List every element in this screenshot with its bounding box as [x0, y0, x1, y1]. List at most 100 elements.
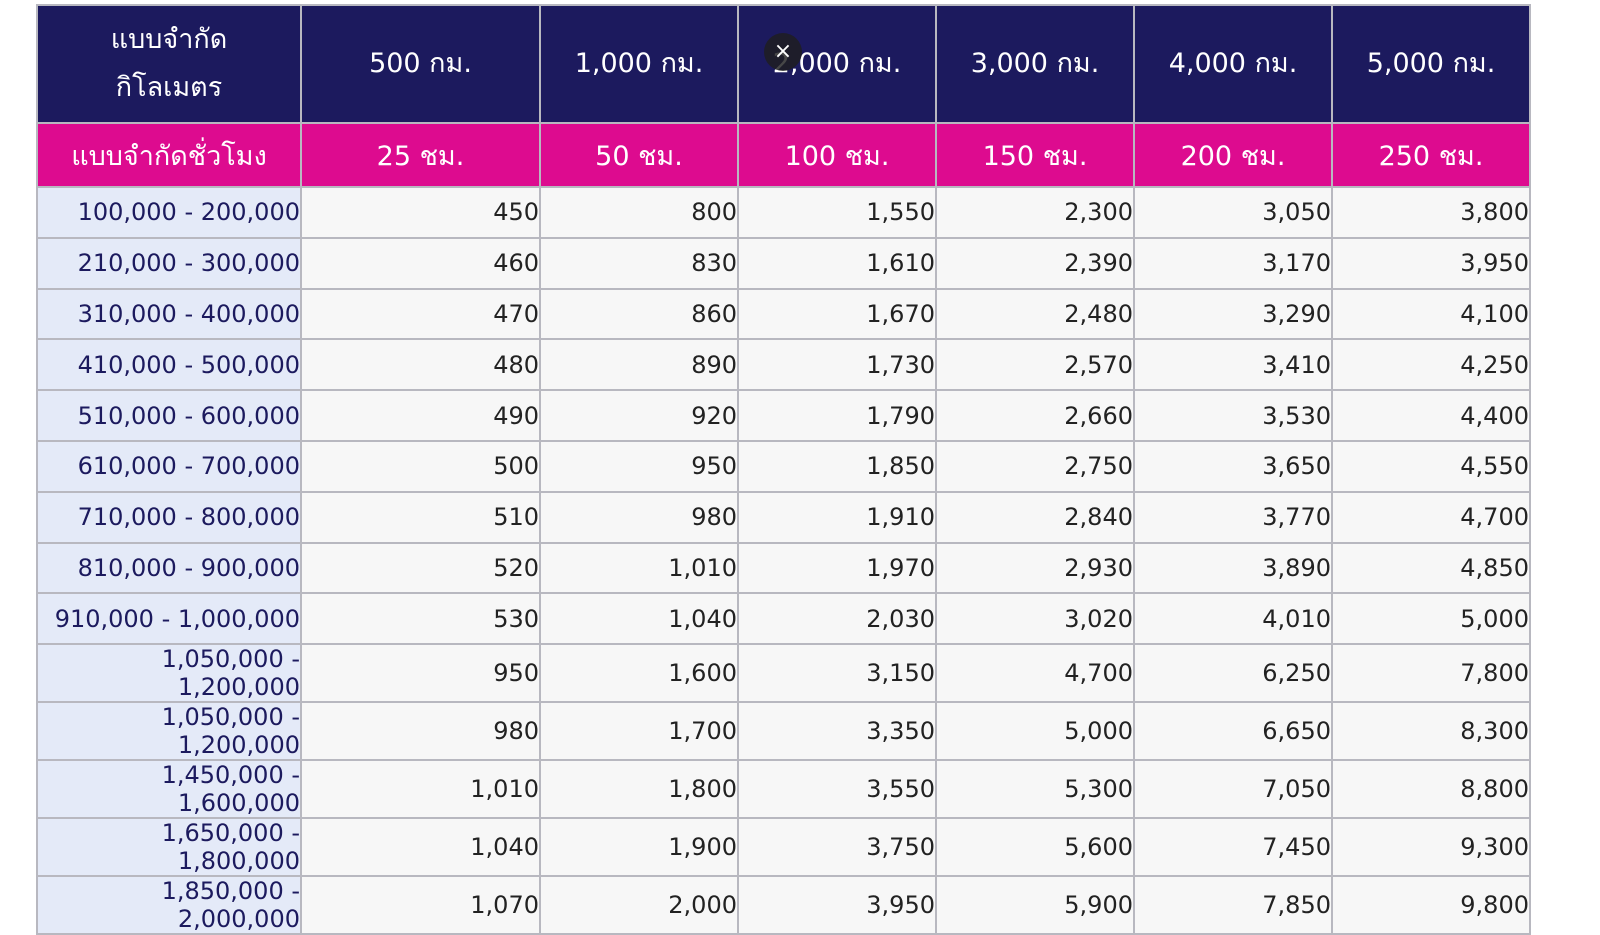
premium-cell: 3,550	[737, 759, 937, 820]
premium-cell: 6,650	[1133, 701, 1333, 762]
table-row: 710,000 - 800,000 510 980 1,910 2,840 3,770 4,…	[36, 490, 1531, 544]
premium-cell: 950	[539, 439, 739, 493]
premium-cell: 1,010	[300, 759, 541, 820]
price-range-cell: 310,000 - 400,000	[36, 287, 302, 341]
premium-cell: 1,010	[539, 541, 739, 595]
price-range-cell: 210,000 - 300,000	[36, 236, 302, 290]
premium-cell: 2,840	[935, 490, 1135, 544]
premium-cell: 4,010	[1133, 592, 1333, 646]
premium-cell: 920	[539, 389, 739, 442]
premium-cell: 7,850	[1133, 875, 1333, 935]
premium-cell: 4,400	[1331, 389, 1531, 442]
premium-cell: 1,790	[737, 389, 937, 442]
hour-header: 100 ชม.	[737, 122, 937, 188]
premium-cell: 2,660	[935, 389, 1135, 442]
price-table: แบบจำกัด กิโลเมตร 500 กม. 1,000 กม. 2,00…	[36, 4, 1531, 935]
premium-cell: 4,700	[1331, 490, 1531, 544]
premium-cell: 6,250	[1133, 643, 1333, 704]
price-table-body: 100,000 - 200,000 450 800 1,550 2,300 3,050 3,…	[36, 186, 1531, 935]
table-row: 1,050,000 - 1,200,000 980 1,700 3,350 5,000 6…	[36, 701, 1531, 762]
price-range-cell: 1,050,000 - 1,200,000	[36, 701, 302, 762]
price-range-cell: 1,050,000 - 1,200,000	[36, 643, 302, 704]
price-range-cell: 1,450,000 - 1,600,000	[36, 759, 302, 820]
premium-cell: 7,800	[1331, 643, 1531, 704]
premium-cell: 890	[539, 338, 739, 392]
premium-cell: 1,610	[737, 236, 937, 290]
premium-cell: 1,900	[539, 817, 739, 878]
premium-cell: 2,030	[737, 592, 937, 646]
premium-cell: 450	[300, 186, 541, 239]
table-row: 1,450,000 - 1,600,000 1,010 1,800 3,550 5,30…	[36, 759, 1531, 820]
premium-cell: 5,900	[935, 875, 1135, 935]
premium-cell: 1,040	[300, 817, 541, 878]
premium-cell: 460	[300, 236, 541, 290]
premium-cell: 5,600	[935, 817, 1135, 878]
corner-km-label: แบบจำกัด กิโลเมตร	[36, 4, 302, 124]
premium-cell: 520	[300, 541, 541, 595]
premium-cell: 1,040	[539, 592, 739, 646]
premium-cell: 1,800	[539, 759, 739, 820]
table-row: 810,000 - 900,000 520 1,010 1,970 2,930 3,890…	[36, 541, 1531, 595]
premium-cell: 3,290	[1133, 287, 1333, 341]
premium-cell: 2,390	[935, 236, 1135, 290]
premium-cell: 5,000	[1331, 592, 1531, 646]
premium-cell: 980	[300, 701, 541, 762]
premium-cell: 1,970	[737, 541, 937, 595]
premium-cell: 3,650	[1133, 439, 1333, 493]
close-button[interactable]: ×	[764, 33, 802, 71]
premium-cell: 1,910	[737, 490, 937, 544]
premium-cell: 3,750	[737, 817, 937, 878]
table-row: 100,000 - 200,000 450 800 1,550 2,300 3,050 3,…	[36, 186, 1531, 239]
premium-cell: 1,550	[737, 186, 937, 239]
premium-cell: 480	[300, 338, 541, 392]
premium-cell: 3,890	[1133, 541, 1333, 595]
table-row: 610,000 - 700,000 500 950 1,850 2,750 3,650 4,…	[36, 439, 1531, 493]
table-row: 1,650,000 - 1,800,000 1,040 1,900 3,750 5,60…	[36, 817, 1531, 878]
premium-cell: 830	[539, 236, 739, 290]
premium-cell: 3,530	[1133, 389, 1333, 442]
hour-header: 25 ชม.	[300, 122, 541, 188]
corner-hours-label: แบบจำกัดชั่วโมง	[36, 122, 302, 188]
premium-cell: 3,350	[737, 701, 937, 762]
premium-cell: 2,000	[539, 875, 739, 935]
premium-cell: 490	[300, 389, 541, 442]
premium-cell: 3,150	[737, 643, 937, 704]
price-range-cell: 610,000 - 700,000	[36, 439, 302, 493]
premium-cell: 1,850	[737, 439, 937, 493]
premium-cell: 3,800	[1331, 186, 1531, 239]
premium-cell: 5,300	[935, 759, 1135, 820]
table-row: 510,000 - 600,000 490 920 1,790 2,660 3,530 4,…	[36, 389, 1531, 442]
km-header: 3,000 กม.	[935, 4, 1135, 124]
premium-cell: 8,300	[1331, 701, 1531, 762]
premium-cell: 1,700	[539, 701, 739, 762]
price-range-cell: 910,000 - 1,000,000	[36, 592, 302, 646]
table-row: 910,000 - 1,000,000 530 1,040 2,030 3,020 4,0…	[36, 592, 1531, 646]
price-range-cell: 710,000 - 800,000	[36, 490, 302, 544]
km-header: 4,000 กม.	[1133, 4, 1333, 124]
corner-km-line-2: กิโลเมตร	[115, 72, 223, 103]
premium-cell: 1,600	[539, 643, 739, 704]
table-row: 1,850,000 - 2,000,000 1,070 2,000 3,950 5,90…	[36, 875, 1531, 935]
km-header: 5,000 กม.	[1331, 4, 1531, 124]
premium-cell: 3,950	[1331, 236, 1531, 290]
price-range-cell: 1,650,000 - 1,800,000	[36, 817, 302, 878]
premium-cell: 860	[539, 287, 739, 341]
table-row: 1,050,000 - 1,200,000 950 1,600 3,150 4,700 6…	[36, 643, 1531, 704]
premium-cell: 470	[300, 287, 541, 341]
price-range-cell: 810,000 - 900,000	[36, 541, 302, 595]
premium-cell: 7,450	[1133, 817, 1333, 878]
premium-cell: 800	[539, 186, 739, 239]
premium-cell: 4,700	[935, 643, 1135, 704]
premium-cell: 4,100	[1331, 287, 1531, 341]
price-range-cell: 100,000 - 200,000	[36, 186, 302, 239]
price-range-cell: 510,000 - 600,000	[36, 389, 302, 442]
close-icon: ×	[773, 39, 793, 64]
premium-cell: 4,550	[1331, 439, 1531, 493]
premium-cell: 2,930	[935, 541, 1135, 595]
hour-header-row: แบบจำกัดชั่วโมง 25 ชม. 50 ชม. 100 ชม. 15…	[36, 122, 1531, 188]
km-header: 500 กม.	[300, 4, 541, 124]
premium-cell: 3,020	[935, 592, 1135, 646]
premium-cell: 2,750	[935, 439, 1135, 493]
premium-cell: 2,570	[935, 338, 1135, 392]
premium-cell: 1,670	[737, 287, 937, 341]
